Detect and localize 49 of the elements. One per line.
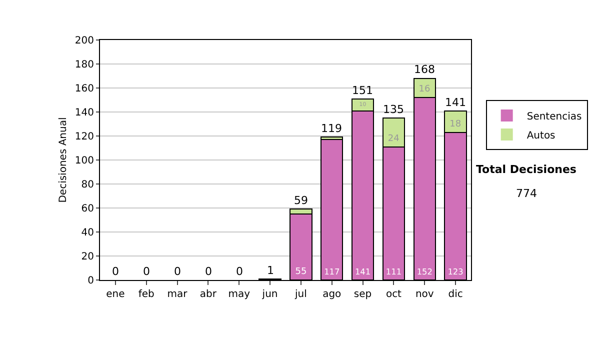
data-label: 152 <box>416 266 432 276</box>
data-label: 24 <box>388 134 400 144</box>
text: 774 <box>516 187 537 200</box>
x-tick-label: nov <box>415 289 434 300</box>
data-label: 55 <box>295 267 307 277</box>
legend-label: Sentencias <box>526 111 582 122</box>
total-label: 135 <box>383 103 404 116</box>
x-tick-label: oct <box>386 289 402 300</box>
y-tick-label: 140 <box>74 108 94 118</box>
total-label: 59 <box>294 194 308 207</box>
data-label: 117 <box>324 266 340 276</box>
x-tick-label: dic <box>448 289 463 300</box>
legend-label: Autos <box>526 130 556 142</box>
total-label: 119 <box>321 122 342 135</box>
y-tick-label: 80 <box>81 180 94 190</box>
x-tick-label: ene <box>106 289 125 300</box>
x-tick-label: sep <box>354 289 372 300</box>
total-label: 0 <box>174 265 181 278</box>
x-tick-label: may <box>228 289 250 300</box>
x-tick-label: feb <box>138 289 154 300</box>
total-label: 0 <box>236 265 243 278</box>
y-tick-label: 160 <box>74 84 94 94</box>
total-label: 168 <box>414 63 435 76</box>
y-tick-label: 60 <box>81 204 94 214</box>
y-tick-label: 0 <box>88 276 94 286</box>
total-label: 141 <box>445 96 466 109</box>
data-label: 141 <box>354 266 371 276</box>
total-label: 1 <box>267 264 274 277</box>
x-tick-label: jun <box>261 289 278 300</box>
data-label: 16 <box>418 84 430 95</box>
data-label: 111 <box>386 266 402 276</box>
y-tick-label: 100 <box>74 156 94 166</box>
total-label: 0 <box>143 265 150 278</box>
y-tick-label: 120 <box>74 132 94 142</box>
data-label: 18 <box>450 119 462 130</box>
y-axis-title: Decisiones Anual <box>58 117 69 203</box>
data-label: 123 <box>448 266 464 276</box>
total-label: 0 <box>112 265 119 278</box>
total-label: 151 <box>352 84 373 97</box>
x-tick-label: abr <box>200 289 218 300</box>
text: Total Decisiones <box>476 163 577 176</box>
y-tick-label: 20 <box>81 252 94 262</box>
x-tick-label: jul <box>294 289 307 300</box>
total-label: 0 <box>205 265 212 278</box>
y-tick-label: 200 <box>74 36 94 46</box>
y-tick-label: 40 <box>81 228 94 238</box>
x-tick-label: ago <box>322 289 342 300</box>
y-tick-label: 180 <box>74 60 94 70</box>
x-tick-label: mar <box>167 289 188 300</box>
